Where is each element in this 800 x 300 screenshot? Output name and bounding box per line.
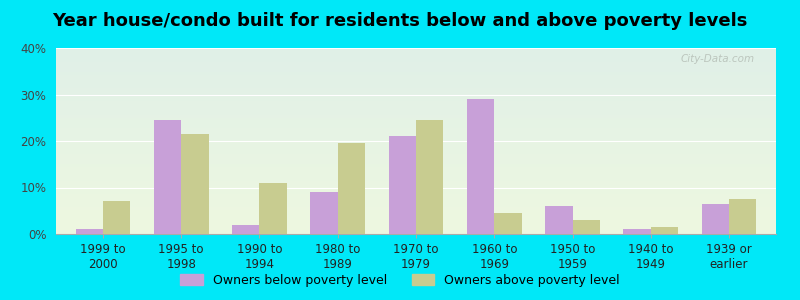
Text: City-Data.com: City-Data.com [680, 54, 754, 64]
Bar [310, 192, 338, 234]
Text: Year house/condo built for residents below and above poverty levels: Year house/condo built for residents bel… [52, 12, 748, 30]
Bar [623, 229, 650, 234]
Bar [573, 220, 600, 234]
Bar [702, 204, 729, 234]
Bar [338, 143, 365, 234]
Bar [545, 206, 573, 234]
Bar [182, 134, 209, 234]
Legend: Owners below poverty level, Owners above poverty level: Owners below poverty level, Owners above… [176, 270, 624, 291]
Bar [232, 225, 259, 234]
Bar [650, 227, 678, 234]
Bar [416, 120, 443, 234]
Bar [467, 99, 494, 234]
Bar [75, 229, 103, 234]
Bar [494, 213, 522, 234]
Bar [154, 120, 182, 234]
Bar [103, 202, 130, 234]
Bar [729, 199, 757, 234]
Bar [389, 136, 416, 234]
Bar [259, 183, 287, 234]
